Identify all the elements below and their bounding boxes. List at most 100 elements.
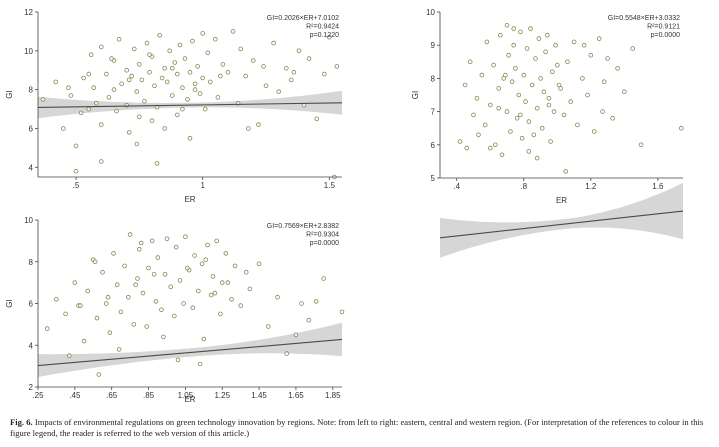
data-point (563, 169, 568, 174)
data-point (275, 294, 280, 300)
data-point (168, 284, 174, 290)
data-point (247, 286, 253, 292)
y-tick-label: 9 (431, 41, 436, 50)
data-point (467, 59, 473, 65)
figure-caption-text: Impacts of environmental regulations on … (10, 417, 704, 438)
data-point (153, 299, 159, 304)
data-point (122, 263, 127, 269)
data-point (140, 290, 146, 296)
data-point (528, 26, 533, 31)
data-point (218, 73, 223, 79)
data-point (476, 132, 481, 138)
data-point (118, 309, 124, 315)
data-point (630, 46, 635, 51)
data-point (539, 125, 545, 131)
y-tick-label: 7 (431, 108, 436, 117)
data-point (288, 77, 294, 83)
chart-central-region: .4 .8 1.2 1.6 5 6 7 8 9 10 ER GI GI=0.5548×ER+3.0332… (411, 8, 684, 258)
x-tick-label: 1.2 (585, 182, 597, 191)
data-point (149, 238, 155, 244)
data-point (229, 297, 234, 302)
data-point (314, 116, 320, 122)
data-point (261, 64, 266, 69)
data-point (504, 109, 510, 114)
data-point (40, 97, 46, 102)
data-point (212, 290, 218, 296)
data-point (283, 66, 289, 71)
data-point (135, 276, 140, 281)
data-point (531, 132, 537, 138)
data-point (126, 77, 132, 83)
data-point (561, 112, 567, 118)
data-point (605, 56, 610, 61)
data-point (66, 85, 71, 90)
data-point (511, 26, 517, 31)
data-point (107, 330, 113, 335)
x-tick-label: 1.45 (251, 391, 267, 400)
data-point (487, 145, 493, 151)
data-point (182, 56, 188, 61)
confidence-band (38, 322, 342, 377)
data-point (149, 118, 155, 123)
data-point (306, 56, 312, 61)
data-point (138, 240, 144, 246)
data-point (116, 36, 122, 42)
data-point (504, 22, 510, 28)
regression-annotation: GI=0.7569×ER+2.8382 (267, 223, 339, 230)
data-point (81, 75, 86, 81)
data-point (497, 32, 503, 38)
data-point (326, 34, 332, 40)
data-point (546, 102, 552, 108)
data-point (152, 83, 157, 89)
data-point (526, 149, 532, 154)
data-point (126, 130, 132, 135)
data-point (134, 141, 140, 147)
data-point (106, 95, 112, 100)
data-point (88, 52, 94, 57)
data-point (541, 89, 547, 94)
data-point (514, 115, 520, 121)
figure-caption: Fig. 6. Impacts of environmental regulat… (10, 417, 710, 439)
data-point (621, 89, 627, 94)
data-point (251, 58, 256, 63)
data-point (72, 280, 78, 285)
x-tick-label: 1.85 (325, 391, 341, 400)
regression-annotation: p=0.0000 (310, 240, 339, 247)
regression-annotation: R²=0.9304 (306, 232, 339, 239)
data-point (601, 79, 607, 84)
regression-annotation: p=0.0000 (651, 32, 680, 39)
data-point (63, 311, 68, 317)
data-point (177, 278, 183, 283)
data-point (147, 69, 152, 75)
data-point (181, 301, 186, 306)
data-point (215, 95, 221, 100)
data-point (524, 46, 530, 51)
data-point (196, 288, 201, 294)
x-axis-title: ER (184, 195, 195, 204)
data-point (111, 251, 116, 256)
x-tick-label: .5 (73, 181, 80, 190)
data-point (334, 64, 340, 69)
data-point (339, 309, 345, 315)
data-point (296, 48, 302, 54)
data-point (195, 64, 200, 69)
data-point (91, 85, 96, 90)
y-tick-label: 8 (431, 74, 436, 83)
data-point (306, 317, 312, 323)
y-tick-label: 6 (29, 124, 34, 133)
data-point (44, 326, 50, 331)
data-point (94, 315, 100, 321)
data-point (151, 272, 157, 277)
data-point (139, 77, 145, 83)
data-point (313, 299, 319, 304)
data-point (205, 242, 210, 248)
data-point (103, 301, 109, 306)
data-point (208, 79, 213, 85)
data-point (162, 126, 168, 131)
data-point (73, 143, 79, 149)
data-point (183, 234, 188, 240)
data-point (111, 87, 117, 92)
data-point (544, 32, 550, 38)
data-point (73, 168, 79, 174)
data-point (238, 46, 244, 52)
